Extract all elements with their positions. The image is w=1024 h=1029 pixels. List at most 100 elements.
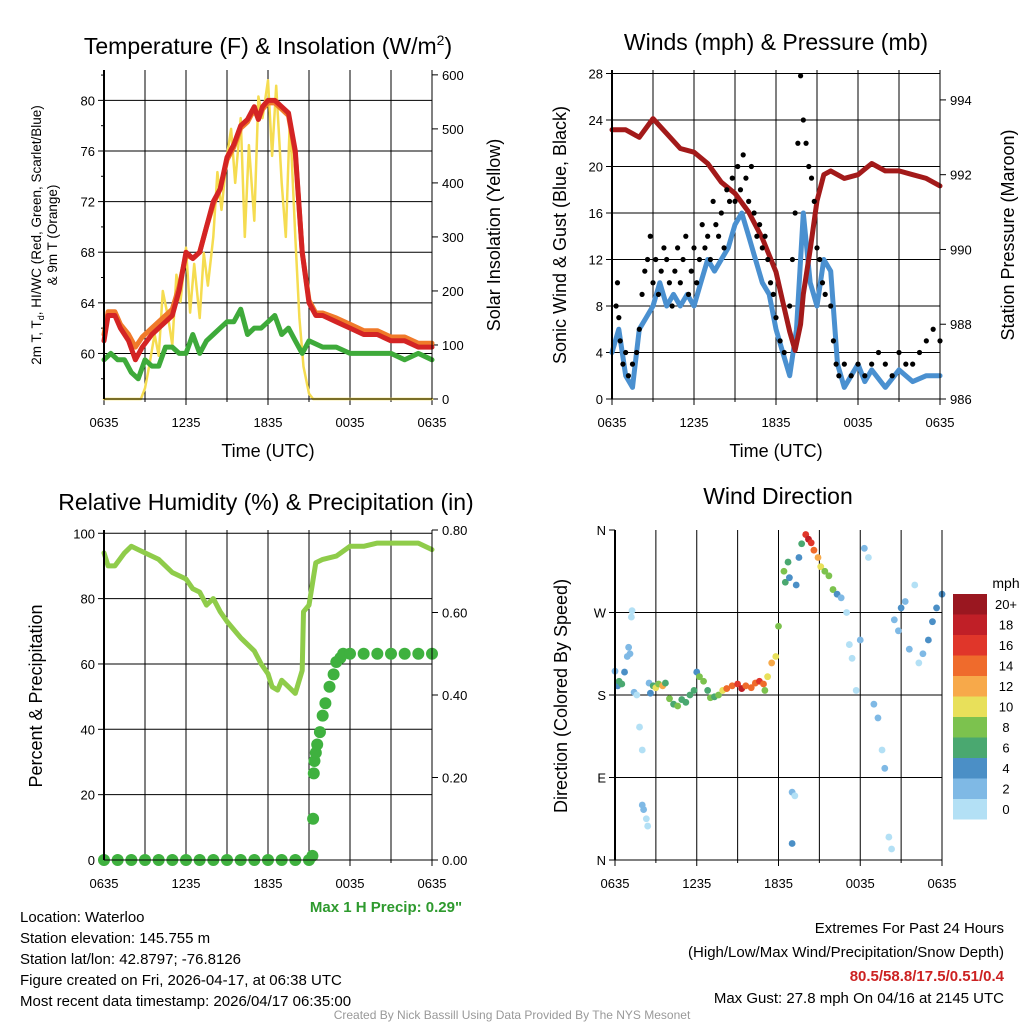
legend-swatch	[953, 614, 987, 635]
gust-point	[795, 140, 801, 146]
temperature-y-label: 2m T, Td, HI/WC (Red, Green, Scarlet/Blu…	[29, 105, 46, 365]
gust-point	[841, 361, 847, 367]
wind-direction-point	[901, 598, 909, 605]
gust-point	[757, 222, 763, 228]
wind-direction-point	[895, 627, 902, 635]
gust-point	[702, 245, 708, 251]
pressure-y-label: Station Pressure (Maroon)	[998, 129, 1018, 340]
wind-direction-point	[911, 581, 919, 589]
y2-tick-label: 0.00	[442, 853, 467, 868]
y-tick-label: 0	[88, 853, 95, 868]
legend-label: 12	[999, 679, 1013, 694]
plot-area-1: 60 64 68 72 76 80 0 100 200 300 400 500 600 0635 1235 1…	[81, 68, 464, 430]
latlon-text: Station lat/lon: 42.8797; -76.8126	[20, 951, 241, 968]
y-tick-label: 28	[589, 66, 603, 81]
legend-label: 8	[1002, 720, 1009, 735]
gust-point	[650, 280, 656, 286]
wind-direction-point	[686, 691, 694, 699]
precipitation-point	[307, 767, 320, 780]
x-tick-label: 0035	[336, 415, 365, 430]
legend-label: 16	[999, 638, 1013, 653]
wind-direction-point	[915, 659, 923, 667]
gust-point	[726, 198, 733, 204]
legend-swatch	[953, 717, 987, 738]
gust-point	[639, 291, 645, 297]
wind-direction-point	[647, 689, 654, 697]
x-tick-label: 1835	[254, 415, 283, 430]
station-pressure-line	[609, 116, 943, 353]
gust-point	[751, 210, 757, 216]
precipitation-point	[357, 647, 370, 660]
y-tick-label: 0	[596, 392, 603, 407]
x-tick-label: 0035	[846, 876, 875, 891]
gust-point	[653, 256, 659, 263]
gust-point	[916, 349, 923, 356]
wind-direction-point	[905, 645, 913, 653]
direction-y-label: Direction (Colored By Speed)	[551, 579, 571, 813]
wind-direction-point	[888, 845, 895, 853]
wind-direction-point	[810, 546, 818, 554]
precipitation-point	[398, 647, 411, 660]
gust-point	[828, 303, 834, 309]
wind-direction-point	[807, 539, 815, 547]
gust-point	[718, 210, 724, 216]
gust-point	[808, 175, 815, 181]
temperature-x-label: Time (UTC)	[221, 441, 314, 461]
wind-direction-point	[644, 822, 652, 830]
y2-tick-label: 600	[442, 68, 464, 83]
legend-label: 0	[1002, 802, 1009, 817]
precipitation-point	[311, 738, 324, 751]
gust-point	[806, 163, 812, 170]
gust-point	[930, 326, 936, 332]
wind-direction-point	[761, 687, 769, 694]
precipitation-point	[371, 647, 384, 660]
wind-y-label: Sonic Wind & Gust (Blue, Black)	[550, 106, 570, 364]
wind-direction-point	[682, 698, 690, 706]
x-tick-label: 1235	[680, 415, 709, 430]
x-tick-label: 1235	[172, 415, 201, 430]
gust-point	[691, 245, 697, 251]
y-tick-label: W	[594, 606, 607, 621]
x-tick-label: 0635	[598, 415, 627, 430]
wind-direction-point	[845, 641, 853, 648]
temperature-y-label-line2: & 9m T (Orange)	[45, 185, 60, 286]
gust-point	[644, 256, 651, 263]
y-tick-label: 72	[81, 195, 95, 210]
gust-point	[798, 73, 804, 79]
y-tick-label: 24	[589, 113, 603, 128]
gust-point	[910, 361, 916, 367]
gust-point	[705, 233, 711, 239]
x-tick-label: 0635	[418, 876, 447, 891]
wind-direction-point	[860, 544, 868, 552]
legend-swatch	[953, 799, 987, 820]
wind-direction-point	[723, 685, 731, 692]
wind-direction-panel-title: Wind Direction	[703, 483, 853, 509]
gust-point	[658, 268, 664, 274]
x-tick-label: 0635	[418, 415, 447, 430]
gust-point	[710, 198, 716, 204]
wind-direction-point	[919, 650, 927, 658]
x-tick-label: 0035	[844, 415, 873, 430]
wind-direction-point	[821, 567, 829, 575]
wind-direction-point	[640, 806, 648, 813]
wind-direction-point	[728, 682, 736, 690]
gust-point	[819, 280, 826, 286]
y2-tick-label: 0.40	[442, 688, 467, 703]
extremes-values: 80.5/58.8/17.5/0.51/0.4	[850, 968, 1005, 985]
gust-point	[830, 338, 837, 344]
gust-point	[707, 256, 714, 263]
credit-text: Created By Nick Bassill Using Data Provi…	[334, 1008, 691, 1022]
gust-point	[762, 233, 768, 239]
y2-tick-label: 500	[442, 122, 464, 137]
x-tick-label: 1835	[254, 876, 283, 891]
y-tick-label: 80	[81, 93, 95, 108]
wind-direction-point	[817, 563, 825, 571]
gust-point	[748, 163, 755, 170]
legend-label: 2	[1002, 782, 1009, 797]
extremes-title: Extremes For Past 24 Hours	[815, 920, 1004, 937]
legend-label: 18	[999, 618, 1013, 633]
gust-point	[729, 175, 735, 181]
x-tick-label: 1835	[764, 876, 793, 891]
gust-point	[713, 222, 719, 228]
legend-swatch	[953, 778, 987, 799]
